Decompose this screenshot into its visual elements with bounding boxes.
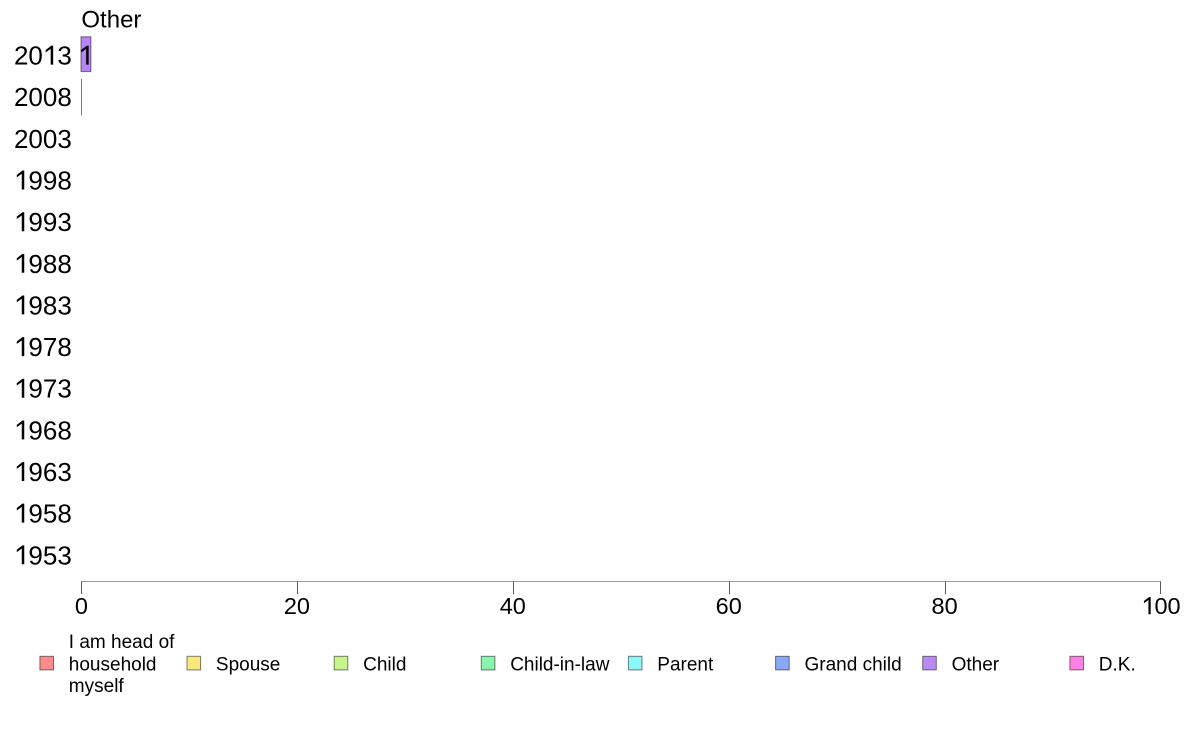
svg-text:Child-in-law: Child-in-law	[510, 654, 610, 675]
svg-text:968: 968	[28, 415, 71, 445]
svg-text:Other: Other	[952, 654, 1000, 675]
svg-text:0: 0	[75, 593, 88, 619]
svg-text:20: 20	[284, 593, 310, 619]
svg-text:20: 20	[14, 41, 43, 71]
svg-text:60: 60	[716, 593, 742, 619]
svg-text:3: 3	[57, 41, 71, 71]
svg-text:998: 998	[28, 166, 71, 196]
svg-text:2003: 2003	[14, 124, 72, 154]
svg-text:40: 40	[500, 593, 526, 619]
svg-text:958: 958	[28, 499, 71, 529]
svg-text:Other: Other	[81, 6, 141, 33]
svg-text:Child: Child	[363, 654, 406, 675]
svg-text:D.K.: D.K.	[1099, 654, 1136, 675]
svg-text:Parent: Parent	[657, 654, 714, 675]
svg-text:983: 983	[28, 290, 71, 320]
svg-text:978: 978	[28, 332, 71, 362]
svg-text:963: 963	[28, 457, 71, 487]
svg-text:953: 953	[28, 540, 71, 570]
svg-text:Spouse: Spouse	[216, 654, 280, 675]
svg-text:household: household	[69, 654, 157, 675]
svg-text:80: 80	[932, 593, 958, 619]
svg-text:2008: 2008	[14, 82, 72, 112]
svg-text:973: 973	[28, 374, 71, 404]
svg-text:993: 993	[28, 207, 71, 237]
svg-text:988: 988	[28, 249, 71, 279]
svg-text:I am head of: I am head of	[69, 632, 175, 653]
svg-text:Grand child: Grand child	[805, 654, 902, 675]
svg-text:00: 00	[1154, 593, 1180, 619]
svg-text:myself: myself	[69, 676, 125, 697]
